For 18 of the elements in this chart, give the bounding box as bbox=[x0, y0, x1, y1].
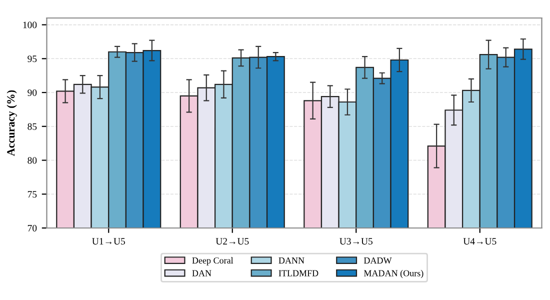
y-axis-title: Accuracy (%) bbox=[6, 90, 17, 156]
y-tick-label: 90 bbox=[28, 89, 37, 96]
x-tick-label: U4→U5 bbox=[463, 238, 496, 245]
x-tick-label: U3→U5 bbox=[340, 238, 372, 245]
x-tick-label: U2→U5 bbox=[216, 238, 249, 245]
legend-label: MADAN (Ours) bbox=[364, 270, 424, 278]
legend-label: DADW bbox=[364, 257, 392, 264]
y-tick-label: 75 bbox=[28, 191, 37, 198]
legend-label: ITLDMFD bbox=[278, 270, 318, 276]
y-tick-label: 85 bbox=[28, 123, 37, 130]
y-tick-label: 100 bbox=[23, 22, 37, 28]
y-tick-label: 95 bbox=[28, 56, 37, 62]
legend-label: DAN bbox=[192, 270, 212, 276]
legend-label: Deep Coral bbox=[192, 257, 234, 266]
y-tick-label: 70 bbox=[28, 224, 37, 232]
legend-label: DANN bbox=[278, 257, 304, 264]
y-tick-label: 80 bbox=[28, 157, 37, 164]
x-tick-label: U1→U5 bbox=[92, 238, 125, 245]
